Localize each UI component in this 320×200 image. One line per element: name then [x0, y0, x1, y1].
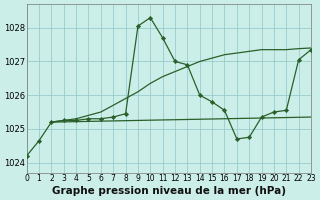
X-axis label: Graphe pression niveau de la mer (hPa): Graphe pression niveau de la mer (hPa) — [52, 186, 286, 196]
